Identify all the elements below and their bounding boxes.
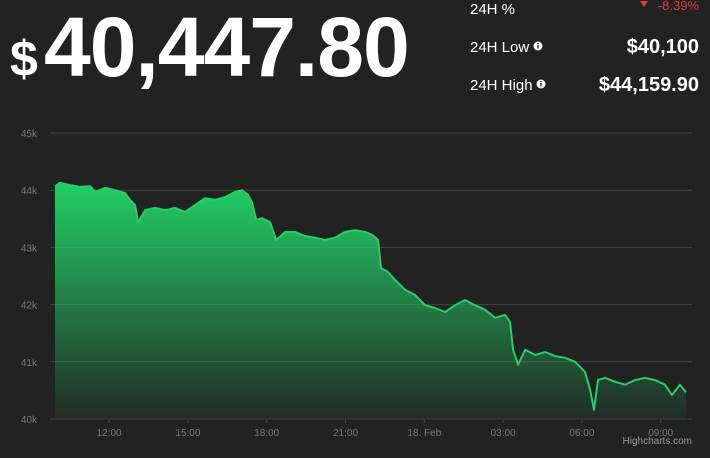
- y-tick-label: 45k: [21, 129, 38, 140]
- stat-value: $40,100: [627, 36, 699, 58]
- y-tick-label: 40k: [21, 415, 38, 426]
- x-tick-label: 03:00: [491, 428, 516, 439]
- stat-label: 24H %: [470, 1, 515, 18]
- x-tick-label: 18:00: [254, 428, 279, 439]
- price-line: [54, 181, 687, 411]
- currency-symbol: $: [10, 31, 38, 87]
- info-icon[interactable]: [533, 41, 543, 51]
- stat-value: $44,159.90: [599, 74, 699, 96]
- down-arrow: [640, 1, 648, 7]
- stat-label: 24H Low: [470, 39, 529, 56]
- plot-area: 40k 41k 42k 43k 44k 45k 12:00 15:00 18:00 21:00 18…: [21, 129, 692, 439]
- info-icon[interactable]: [536, 79, 546, 89]
- area-fill: [55, 182, 686, 419]
- x-tick-label: 09:00: [648, 428, 673, 439]
- x-tick-label: 06:00: [569, 428, 594, 439]
- stat-label: 24H High: [470, 77, 533, 94]
- x-tick-label: 12:00: [97, 428, 122, 439]
- price: 40,447.80: [44, 0, 409, 94]
- y-tick-label: 44k: [21, 186, 38, 197]
- y-tick-label: 43k: [21, 243, 38, 254]
- x-tick-label: 21:00: [333, 428, 358, 439]
- credits[interactable]: Highcharts.com: [623, 436, 692, 447]
- stat-value-change: -8.39%: [658, 0, 700, 13]
- y-tick-label: 41k: [21, 358, 38, 369]
- y-tick-label: 42k: [21, 301, 38, 312]
- x-tick-label: 15:00: [175, 428, 200, 439]
- x-tick-label: 18. Feb: [407, 428, 441, 439]
